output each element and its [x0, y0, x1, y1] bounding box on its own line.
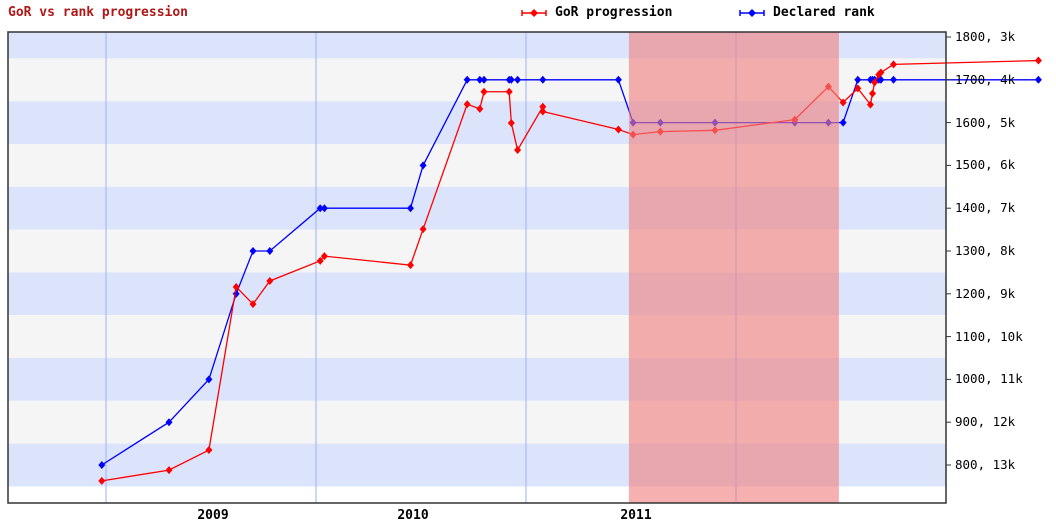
y-tick-label: 1100, 10k [955, 328, 1023, 344]
y-tick-label: 1400, 7k [955, 200, 1016, 216]
y-tick-label: 1000, 11k [955, 371, 1023, 387]
x-tick-label: 2010 [397, 508, 429, 523]
highlight-region [628, 32, 839, 503]
chart-title: GoR vs rank progression [8, 5, 189, 20]
y-tick-label: 1700, 4k [955, 71, 1016, 87]
legend-item-gor: GoR progression [521, 5, 672, 20]
y-tick-label: 1800, 3k [955, 29, 1016, 44]
legend-label-rank: Declared rank [773, 5, 875, 20]
plot-frame [7, 31, 951, 504]
legend-item-rank: Declared rank [739, 5, 875, 20]
x-tick-label: 2011 [620, 508, 652, 523]
y-tick-label: 1500, 6k [955, 157, 1016, 173]
y-tick-label: 1200, 9k [955, 285, 1016, 301]
y-tick-label: 1600, 5k [955, 114, 1016, 130]
y-tick-label: 1300, 8k [955, 243, 1016, 258]
y-tick-label: 900, 12k [955, 414, 1016, 430]
y-tick-label: 800, 13k [955, 457, 1016, 472]
red-line-marker-icon [521, 8, 547, 17]
x-tick-label: 2009 [197, 508, 229, 523]
blue-line-marker-icon [739, 8, 765, 17]
legend-label-gor: GoR progression [555, 5, 673, 20]
